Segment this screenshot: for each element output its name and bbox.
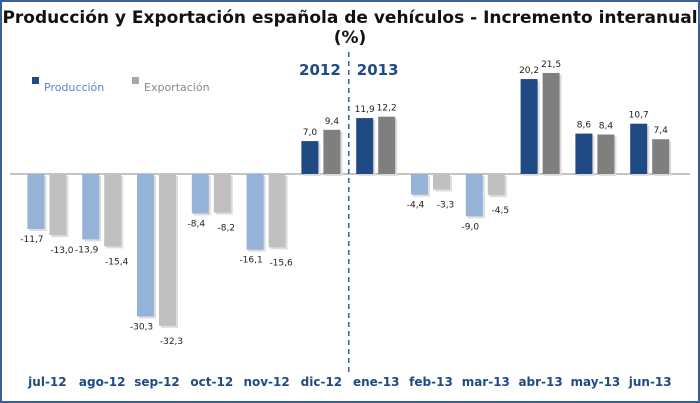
bar-exportacion <box>323 129 341 174</box>
category-label: ene-13 <box>353 375 400 389</box>
data-label: -8,4 <box>188 219 206 229</box>
bar-exportacion <box>433 174 450 190</box>
annotation-2013: 2013 <box>357 61 399 79</box>
data-label: -15,6 <box>269 258 293 268</box>
annotation-2012: 2012 <box>299 61 341 79</box>
bar-exportacion <box>49 174 67 236</box>
category-label: may-13 <box>571 375 621 389</box>
bar-exportacion <box>159 174 176 326</box>
data-label: 7,0 <box>303 128 318 138</box>
data-label: 8,6 <box>577 121 592 131</box>
category-label: ago-12 <box>79 375 126 389</box>
category-label: sep-12 <box>134 375 180 389</box>
data-label: -3,3 <box>437 201 455 211</box>
bar-produccion <box>575 133 593 174</box>
data-label: -16,1 <box>239 256 262 266</box>
data-label: -30,3 <box>130 322 153 332</box>
bar-produccion <box>520 79 538 174</box>
bar-produccion <box>246 174 264 250</box>
bar-produccion <box>465 174 483 217</box>
bar-produccion <box>630 123 648 174</box>
category-label: abr-13 <box>518 375 562 389</box>
legend-label-produccion: Producción <box>44 81 104 94</box>
bar-exportacion <box>104 174 122 247</box>
chart-title: Producción y Exportación española de veh… <box>2 8 698 48</box>
data-label: -9,0 <box>462 222 480 232</box>
data-label: 11,9 <box>355 105 375 115</box>
bar-produccion <box>411 174 428 195</box>
bar-exportacion <box>487 174 505 196</box>
category-label: oct-12 <box>190 375 233 389</box>
data-label: 10,7 <box>629 111 649 121</box>
data-label: -11,7 <box>20 235 43 245</box>
category-label: jun-13 <box>628 375 672 389</box>
data-label: -15,4 <box>105 257 129 267</box>
data-label: 21,5 <box>541 60 561 70</box>
category-label: jul-12 <box>27 375 66 389</box>
category-label: mar-13 <box>462 375 510 389</box>
data-label: -4,5 <box>492 206 510 216</box>
data-label: 9,4 <box>325 117 340 127</box>
data-label: 12,2 <box>377 104 397 114</box>
data-label: 7,4 <box>654 126 669 136</box>
bar-produccion <box>356 118 374 174</box>
legend-label-exportacion: Exportación <box>144 81 210 94</box>
category-label: nov-12 <box>243 375 289 389</box>
data-label: 20,2 <box>519 66 539 76</box>
data-label: -13,0 <box>50 246 74 256</box>
bar-produccion <box>137 174 154 317</box>
legend-swatch-produccion <box>32 77 39 84</box>
data-label: -13,9 <box>75 245 99 255</box>
bar-exportacion <box>652 139 670 174</box>
bar-exportacion <box>378 116 396 174</box>
bar-produccion <box>82 174 100 240</box>
bar-exportacion <box>542 72 560 174</box>
bar-produccion <box>301 141 319 174</box>
bar-exportacion <box>597 134 615 174</box>
bar-exportacion <box>268 174 286 248</box>
data-label: -8,2 <box>218 224 236 234</box>
category-label: dic-12 <box>301 375 343 389</box>
bar-produccion <box>27 174 45 229</box>
bar-produccion <box>191 174 209 214</box>
bar-exportacion <box>213 174 231 213</box>
legend-swatch-exportacion <box>132 77 139 84</box>
category-label: feb-13 <box>409 375 453 389</box>
data-label: -32,3 <box>160 337 183 347</box>
data-label: -4,4 <box>407 201 425 211</box>
data-label: 8,4 <box>599 122 614 132</box>
